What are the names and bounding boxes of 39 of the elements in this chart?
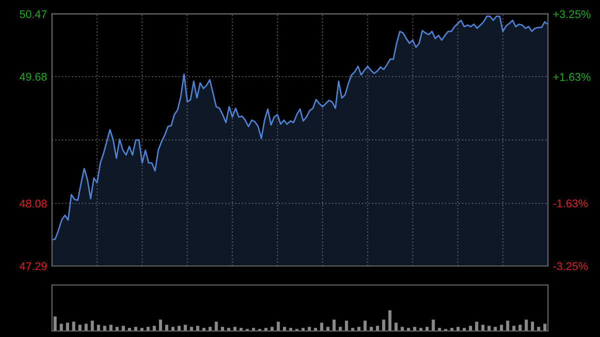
bar (382, 320, 386, 331)
bar (338, 326, 342, 331)
bar (432, 320, 435, 331)
bar (494, 326, 497, 331)
y2-tick-label: -3.25% (553, 262, 588, 270)
bar (344, 320, 348, 331)
bar (289, 328, 292, 331)
bar (54, 316, 57, 331)
bar (308, 326, 311, 331)
bar (158, 320, 162, 331)
bar (214, 322, 218, 331)
bar (90, 320, 94, 331)
y-tick-label: 47.29 (20, 262, 47, 270)
y-tick-label: 50.47 (20, 10, 47, 18)
bar (524, 320, 528, 331)
bar (400, 326, 404, 331)
bar (462, 328, 466, 331)
bar (394, 322, 398, 331)
bar (196, 326, 200, 331)
bar (332, 320, 336, 331)
bar (370, 326, 373, 331)
y2-tick-label: +3.25% (553, 10, 590, 18)
y-tick-label: 49.68 (20, 72, 47, 81)
bar (530, 322, 534, 331)
y2-tick-label: +1.63% (553, 73, 590, 81)
bar (103, 326, 106, 331)
bar (227, 328, 230, 331)
bar (320, 322, 324, 331)
bar (72, 322, 76, 331)
bar (475, 322, 478, 331)
bar (364, 320, 367, 331)
bar (388, 310, 392, 331)
bar (165, 324, 168, 331)
y-tick-label: 48.08 (20, 200, 47, 208)
y2-tick-label: -1.63% (553, 199, 588, 208)
bar (66, 322, 70, 331)
bar (506, 320, 510, 331)
bar (276, 322, 280, 331)
bar (134, 326, 138, 331)
